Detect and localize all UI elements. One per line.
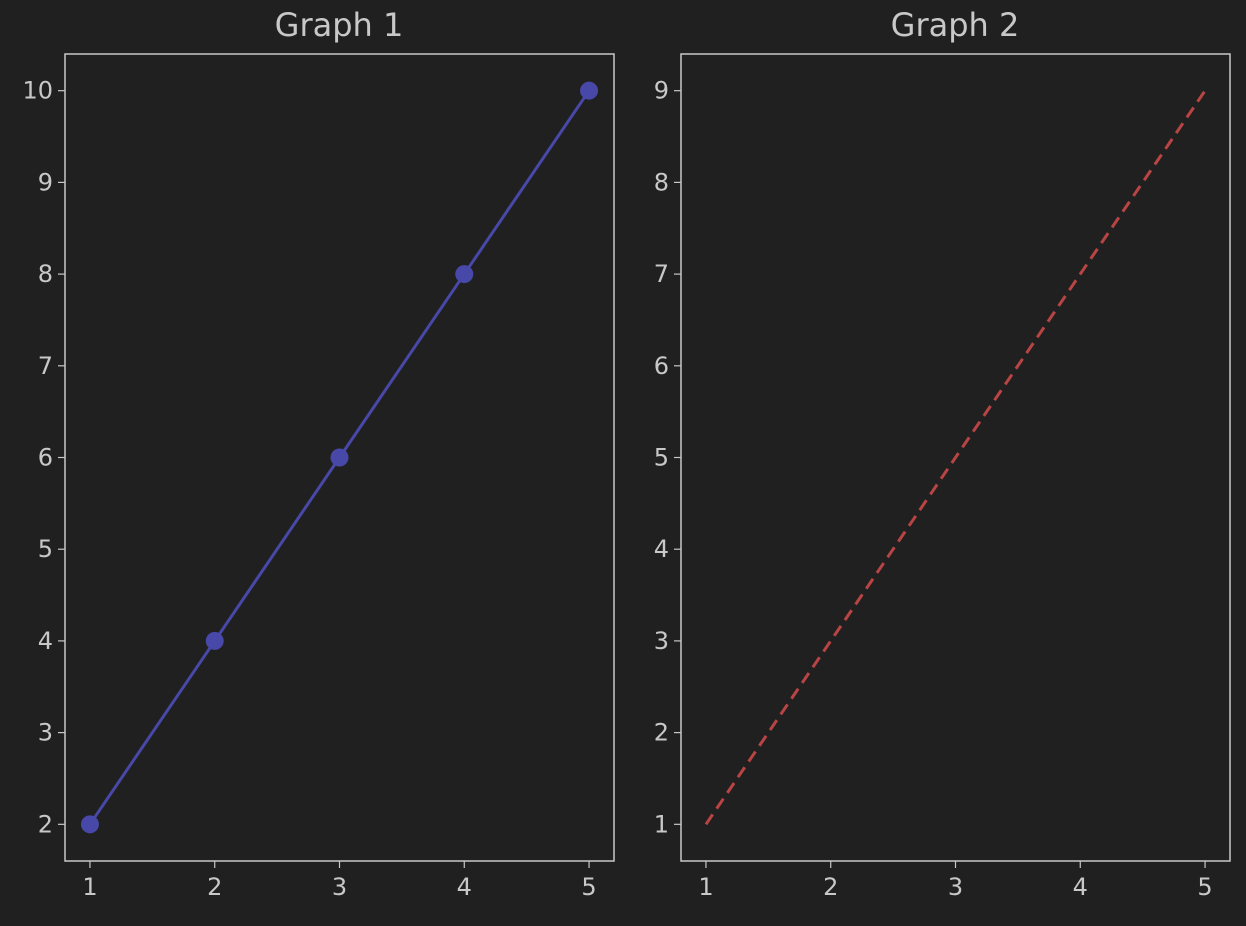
graph-1-data-point xyxy=(205,631,224,650)
graph-1-y-tick-label: 5 xyxy=(38,535,53,563)
graph-2-x-tick-label: 4 xyxy=(1073,873,1088,901)
graph-2-x-tick-label: 2 xyxy=(823,873,838,901)
graph-1-data-point xyxy=(80,815,99,834)
graph-2-x-tick-label: 3 xyxy=(948,873,963,901)
graph-1-y-tick-label: 2 xyxy=(38,810,53,838)
graph-2-x-tick-label: 1 xyxy=(698,873,713,901)
graph-2-y-tick-label: 3 xyxy=(654,627,669,655)
graph-2-panel: Graph 2 1 2 3 4 5 1 2 3 4 5 6 7 8 9 xyxy=(654,6,1231,901)
graph-2-y-tick-label: 5 xyxy=(654,444,669,472)
graph-1-panel: Graph 1 1 2 3 4 5 2 3 4 5 6 7 8 9 10 xyxy=(22,6,615,901)
graph-1-y-tick-label: 4 xyxy=(38,627,53,655)
graph-2-y-tick-label: 2 xyxy=(654,719,669,747)
graph-2-y-tick-label: 7 xyxy=(654,260,669,288)
graph-1-x-tick-label: 2 xyxy=(207,873,222,901)
graph-2-y-tick-label: 9 xyxy=(654,77,669,105)
graph-2-series-line xyxy=(704,89,1207,826)
graph-1-data-point xyxy=(455,265,474,284)
graph-2-y-tick-label: 6 xyxy=(654,352,669,380)
graph-1-x-tick-label: 5 xyxy=(581,873,596,901)
graph-1-title: Graph 1 xyxy=(275,6,404,44)
graph-1-x-tick-label: 3 xyxy=(332,873,347,901)
graph-1-y-tick-label: 3 xyxy=(38,719,53,747)
graph-1-data-point xyxy=(580,81,599,100)
graph-1-y-tick-label: 10 xyxy=(22,77,53,105)
graph-2-y-tick-label: 1 xyxy=(654,810,669,838)
graph-1-x-tick-label: 1 xyxy=(82,873,97,901)
graph-1-y-tick-label: 9 xyxy=(38,168,53,196)
graph-1-y-tick-label: 8 xyxy=(38,260,53,288)
graph-1-x-tick-label: 4 xyxy=(457,873,472,901)
graph-1-data-point xyxy=(330,448,349,467)
graph-2-y-tick-label: 8 xyxy=(654,168,669,196)
graph-1-y-tick-label: 6 xyxy=(38,444,53,472)
graph-2-y-tick-label: 4 xyxy=(654,535,669,563)
graph-2-x-tick-label: 5 xyxy=(1197,873,1212,901)
graph-2-title: Graph 2 xyxy=(891,6,1020,44)
graph-1-y-tick-label: 7 xyxy=(38,352,53,380)
